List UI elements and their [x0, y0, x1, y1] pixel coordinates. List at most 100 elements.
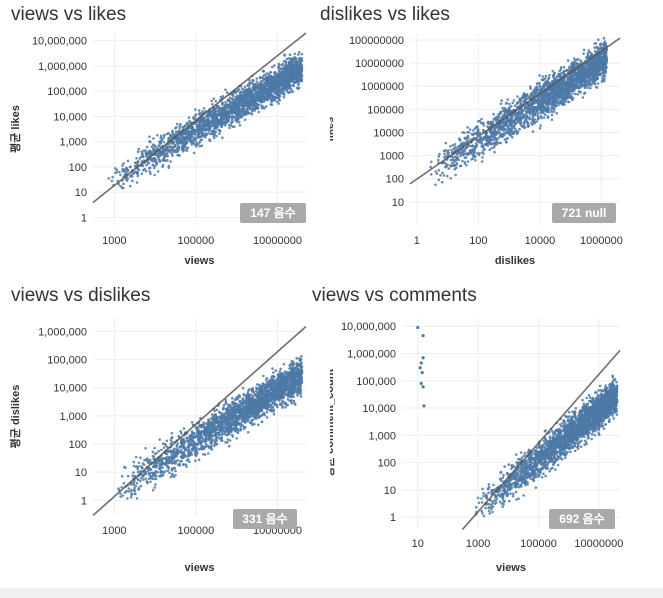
scatter-point: [470, 149, 474, 153]
scatter-point: [556, 91, 560, 95]
chart-dislikes-vs-likes[interactable]: 1 100 10000 1000000101001000100001000001000…: [330, 25, 663, 300]
scatter-point: [430, 160, 433, 164]
scatter-point: [206, 127, 209, 131]
scatter-point: [128, 165, 132, 169]
scatter-point: [474, 159, 477, 162]
scatter-point: [293, 52, 297, 56]
scatter-point: [172, 134, 176, 137]
scatter-point: [604, 50, 608, 54]
chart-views-vs-likes[interactable]: 1000 100000 100000001101001,00010,000100,0…: [0, 25, 330, 300]
scatter-point: [171, 145, 175, 149]
scatter-point: [107, 177, 110, 180]
scatter-point: [456, 152, 460, 156]
scatter-point: [598, 53, 601, 56]
scatter-point: [228, 106, 231, 109]
scatter-point: [472, 153, 475, 157]
scatter-point: [262, 75, 265, 78]
scatter-point: [516, 131, 519, 135]
scatter-point: [467, 131, 471, 134]
scatter-point: [553, 77, 556, 80]
scatter-point: [255, 91, 259, 94]
scatter-point: [590, 83, 593, 87]
scatter-point: [579, 74, 582, 78]
scatter-point: [590, 68, 593, 71]
scatter-point: [446, 163, 449, 167]
scatter-point: [600, 67, 604, 70]
scatter-point: [583, 86, 587, 89]
scatter-point: [459, 154, 462, 158]
scatter-point: [498, 127, 501, 130]
scatter-point: [131, 179, 134, 183]
null-count-badge[interactable]: [552, 203, 616, 223]
scatter-point: [198, 127, 202, 131]
scatter-point: [255, 86, 259, 89]
scatter-point: [150, 157, 153, 161]
scatter-point: [540, 109, 543, 112]
scatter-point: [605, 59, 608, 63]
scatter-point: [284, 76, 288, 79]
scatter-point: [172, 141, 176, 144]
scatter-point: [260, 104, 263, 107]
scatter-point: [265, 78, 269, 81]
scatter-point: [136, 174, 140, 178]
scatter-point: [273, 99, 277, 102]
scatter-point: [470, 158, 473, 161]
scatter-point: [169, 160, 172, 163]
scatter-point: [126, 159, 130, 163]
scatter-point: [192, 141, 195, 145]
scatter-point: [285, 66, 289, 69]
scatter-point: [263, 107, 266, 110]
scatter-point: [512, 120, 516, 124]
points: [117, 354, 304, 500]
scatter-point: [476, 125, 479, 129]
scatter-point: [500, 116, 504, 120]
scatter-point: [242, 100, 246, 104]
scatter-point: [516, 95, 519, 98]
scatter-point: [241, 113, 245, 117]
scatter-point: [594, 42, 598, 45]
y-axis-title: likes: [330, 117, 336, 141]
scatter-point: [576, 80, 579, 83]
scatter-point: [235, 98, 238, 102]
scatter-point: [455, 162, 459, 165]
scatter-point: [211, 118, 215, 122]
scatter-point: [571, 92, 574, 95]
scatter-point: [140, 150, 143, 153]
scatter-point: [244, 102, 247, 106]
scatter-point: [537, 116, 540, 120]
scatter-point: [219, 95, 223, 99]
scatter-point: [214, 130, 218, 134]
scatter-point: [194, 140, 198, 144]
scatter-point: [490, 146, 494, 150]
scatter-point: [219, 114, 223, 117]
scatter-point: [509, 122, 512, 125]
scatter-point: [533, 93, 537, 97]
scatter-point: [228, 126, 231, 130]
null-count-badge[interactable]: [240, 203, 306, 223]
scatter-point: [202, 119, 206, 122]
chart-views-vs-dislikes[interactable]: 1000 100000 100000001101001,00010,000100,0…: [0, 310, 330, 585]
scatter-point: [145, 145, 149, 149]
scatter-point: [492, 122, 495, 125]
scatter-point: [569, 81, 572, 85]
scatter-point: [529, 109, 532, 113]
scatter-point: [267, 85, 270, 88]
scatter-point: [564, 69, 568, 72]
scatter-point: [593, 82, 597, 86]
scatter-point: [212, 136, 216, 140]
scatter-point: [193, 133, 197, 136]
scatter-point: [162, 156, 166, 159]
scatter-point: [510, 116, 514, 119]
scatter-point: [271, 65, 274, 69]
scatter-point: [260, 101, 263, 104]
scatter-point: [189, 132, 192, 135]
scatter-point: [512, 131, 516, 135]
scatter-point: [605, 48, 608, 52]
scatter-point: [520, 97, 524, 100]
scatter-point: [535, 120, 539, 123]
y-tick-label: 10: [392, 197, 404, 209]
scatter-point: [567, 86, 571, 89]
scatter-point: [481, 156, 484, 159]
gridlines: [93, 33, 306, 225]
y-tick-label: 10,000,000: [32, 36, 87, 48]
